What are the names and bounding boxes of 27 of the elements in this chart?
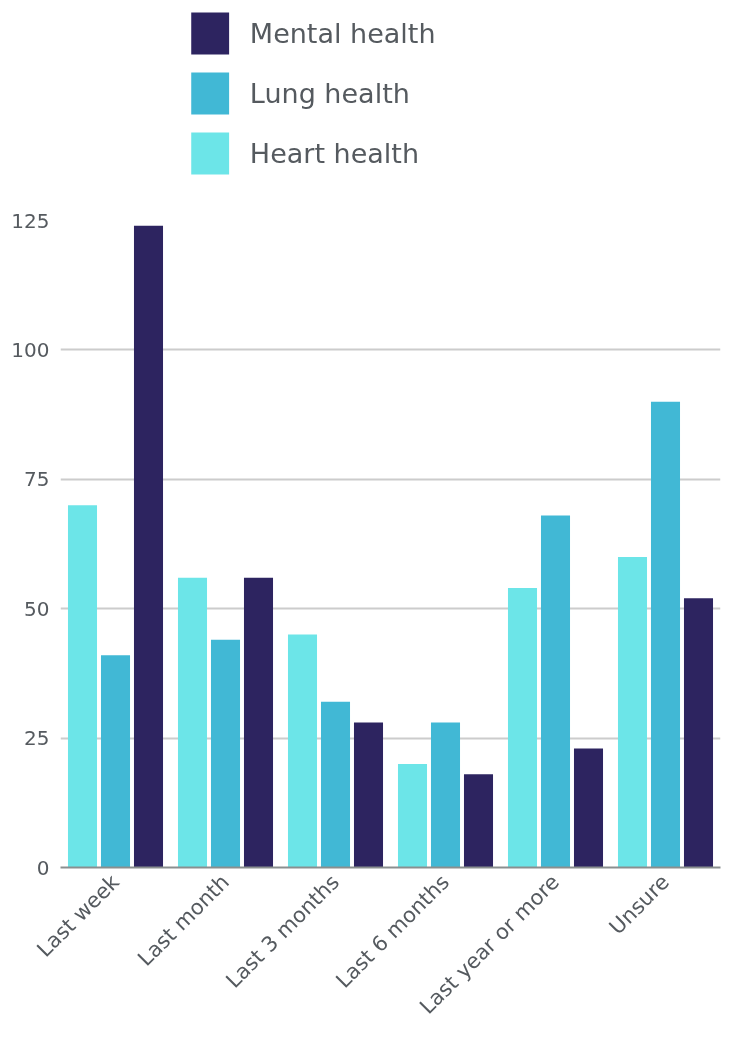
bar	[430, 722, 461, 868]
bar	[540, 515, 571, 868]
y-tick-label: 125	[11, 208, 50, 233]
y-tick-label: 0	[36, 855, 50, 880]
bar	[617, 556, 648, 868]
y-tick-label: 100	[11, 337, 50, 362]
bar	[210, 639, 241, 868]
bar	[573, 748, 604, 868]
bar	[243, 577, 274, 868]
bar	[67, 505, 98, 868]
legend-label: Heart health	[249, 138, 420, 169]
bar	[507, 588, 538, 868]
bar	[287, 634, 318, 868]
bar	[683, 598, 714, 868]
y-tick-label: 75	[24, 467, 50, 492]
y-tick-label: 50	[24, 596, 50, 621]
bar	[463, 774, 494, 868]
bar	[353, 722, 384, 868]
bar	[177, 577, 208, 868]
bar	[650, 401, 681, 868]
bar	[397, 763, 428, 868]
legend-label: Mental health	[249, 18, 436, 49]
y-tick-label: 25	[24, 726, 50, 751]
bar	[133, 225, 164, 868]
bar	[320, 701, 351, 868]
legend-label: Lung health	[249, 78, 410, 109]
bar	[100, 655, 131, 868]
